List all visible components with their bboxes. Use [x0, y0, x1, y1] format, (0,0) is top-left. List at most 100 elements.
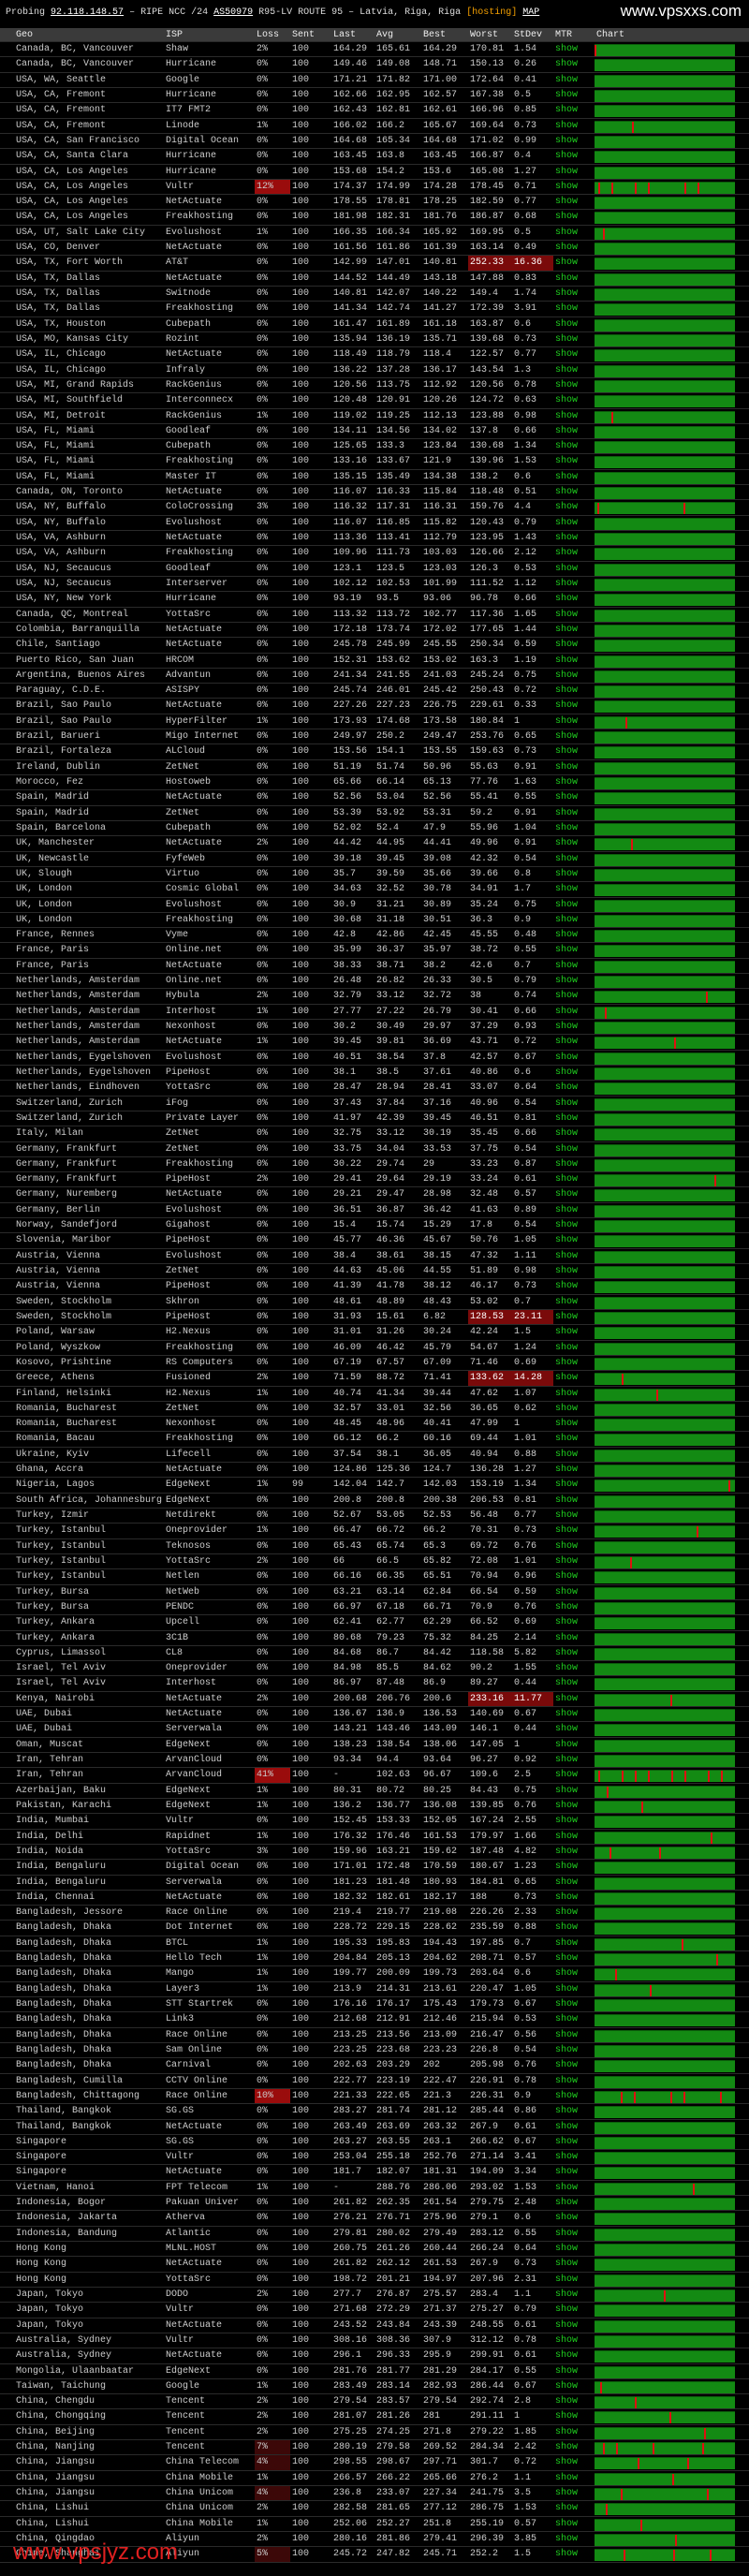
mtr-cell[interactable]: show: [555, 2472, 579, 2483]
mtr-cell[interactable]: show: [555, 807, 579, 818]
mtr-cell[interactable]: show: [555, 1693, 579, 1704]
mtr-cell[interactable]: show: [555, 594, 579, 605]
mtr-cell[interactable]: show: [555, 1953, 579, 1965]
mtr-cell[interactable]: show: [555, 333, 579, 345]
mtr-cell[interactable]: show: [555, 2029, 579, 2040]
mtr-cell[interactable]: show: [555, 1999, 579, 2009]
mtr-cell[interactable]: show: [555, 1755, 579, 1765]
mtr-cell[interactable]: show: [555, 1158, 579, 1170]
mtr-cell[interactable]: show: [555, 212, 579, 223]
mtr-cell[interactable]: show: [555, 2244, 579, 2254]
mtr-cell[interactable]: show: [555, 44, 579, 54]
mtr-cell[interactable]: show: [555, 1052, 579, 1063]
mtr-cell[interactable]: show: [555, 2533, 579, 2544]
mtr-cell[interactable]: show: [555, 1968, 579, 1980]
mtr-cell[interactable]: show: [555, 2426, 579, 2437]
mtr-cell[interactable]: show: [555, 1097, 579, 1109]
mtr-cell[interactable]: show: [555, 1067, 579, 1078]
mtr-cell[interactable]: show: [555, 105, 579, 116]
mtr-cell[interactable]: show: [555, 1419, 579, 1430]
mtr-cell[interactable]: show: [555, 2503, 579, 2514]
asn-link[interactable]: AS50979: [213, 7, 254, 18]
mtr-cell[interactable]: show: [555, 1311, 579, 1322]
mtr-cell[interactable]: show: [555, 243, 579, 254]
mtr-cell[interactable]: show: [555, 2213, 579, 2224]
mtr-cell[interactable]: show: [555, 533, 579, 543]
mtr-cell[interactable]: show: [555, 502, 579, 513]
mtr-cell[interactable]: show: [555, 517, 579, 528]
mtr-cell[interactable]: show: [555, 822, 579, 833]
mtr-cell[interactable]: show: [555, 1647, 579, 1658]
mtr-cell[interactable]: show: [555, 151, 579, 162]
mtr-cell[interactable]: show: [555, 1907, 579, 1919]
mtr-cell[interactable]: show: [555, 2457, 579, 2468]
mtr-cell[interactable]: show: [555, 1846, 579, 1857]
mtr-cell[interactable]: show: [555, 2152, 579, 2163]
mtr-cell[interactable]: show: [555, 991, 579, 1002]
mtr-cell[interactable]: show: [555, 2044, 579, 2055]
mtr-cell[interactable]: show: [555, 578, 579, 589]
mtr-cell[interactable]: show: [555, 563, 579, 574]
mtr-cell[interactable]: show: [555, 1220, 579, 1231]
mtr-cell[interactable]: show: [555, 838, 579, 849]
mtr-cell[interactable]: show: [555, 2380, 579, 2392]
map-link[interactable]: MAP: [522, 7, 540, 18]
mtr-cell[interactable]: show: [555, 2518, 579, 2529]
mtr-cell[interactable]: show: [555, 715, 579, 727]
mtr-cell[interactable]: show: [555, 303, 579, 315]
mtr-cell[interactable]: show: [555, 624, 579, 635]
mtr-cell[interactable]: show: [555, 1510, 579, 1521]
mtr-cell[interactable]: show: [555, 272, 579, 284]
mtr-cell[interactable]: show: [555, 1632, 579, 1643]
mtr-cell[interactable]: show: [555, 1357, 579, 1368]
mtr-cell[interactable]: show: [555, 899, 579, 910]
mtr-cell[interactable]: show: [555, 685, 579, 697]
mtr-cell[interactable]: show: [555, 2334, 579, 2346]
mtr-cell[interactable]: show: [555, 1403, 579, 1414]
mtr-cell[interactable]: show: [555, 2442, 579, 2453]
mtr-cell[interactable]: show: [555, 1235, 579, 1246]
mtr-cell[interactable]: show: [555, 1373, 579, 1384]
mtr-cell[interactable]: show: [555, 1586, 579, 1597]
mtr-cell[interactable]: show: [555, 395, 579, 406]
mtr-cell[interactable]: show: [555, 1006, 579, 1017]
mtr-cell[interactable]: show: [555, 2411, 579, 2422]
mtr-cell[interactable]: show: [555, 1571, 579, 1582]
mtr-cell[interactable]: show: [555, 1434, 579, 1445]
mtr-cell[interactable]: show: [555, 135, 579, 146]
mtr-cell[interactable]: show: [555, 548, 579, 559]
mtr-cell[interactable]: show: [555, 1831, 579, 1842]
mtr-cell[interactable]: show: [555, 1877, 579, 1888]
mtr-cell[interactable]: show: [555, 2014, 579, 2025]
mtr-cell[interactable]: show: [555, 2274, 579, 2285]
mtr-cell[interactable]: show: [555, 349, 579, 361]
mtr-cell[interactable]: show: [555, 318, 579, 330]
mtr-cell[interactable]: show: [555, 471, 579, 482]
mtr-cell[interactable]: show: [555, 1388, 579, 1399]
mtr-cell[interactable]: show: [555, 1479, 579, 1491]
mtr-cell[interactable]: show: [555, 456, 579, 467]
mtr-cell[interactable]: show: [555, 1465, 579, 1476]
mtr-cell[interactable]: show: [555, 1739, 579, 1750]
mtr-cell[interactable]: show: [555, 976, 579, 987]
mtr-cell[interactable]: show: [555, 609, 579, 620]
mtr-cell[interactable]: show: [555, 2075, 579, 2086]
mtr-cell[interactable]: show: [555, 2319, 579, 2331]
mtr-cell[interactable]: show: [555, 914, 579, 925]
mtr-cell[interactable]: show: [555, 1617, 579, 1628]
mtr-cell[interactable]: show: [555, 1082, 579, 1094]
mtr-cell[interactable]: show: [555, 2488, 579, 2498]
mtr-cell[interactable]: show: [555, 1494, 579, 1506]
mtr-cell[interactable]: show: [555, 1266, 579, 1276]
mtr-cell[interactable]: show: [555, 1143, 579, 1155]
mtr-cell[interactable]: show: [555, 1862, 579, 1873]
mtr-cell[interactable]: show: [555, 364, 579, 375]
mtr-cell[interactable]: show: [555, 74, 579, 85]
mtr-cell[interactable]: show: [555, 1296, 579, 1307]
mtr-cell[interactable]: show: [555, 1327, 579, 1338]
mtr-cell[interactable]: show: [555, 731, 579, 743]
mtr-cell[interactable]: show: [555, 2259, 579, 2270]
mtr-cell[interactable]: show: [555, 960, 579, 971]
mtr-cell[interactable]: show: [555, 1204, 579, 1215]
mtr-cell[interactable]: show: [555, 1112, 579, 1124]
